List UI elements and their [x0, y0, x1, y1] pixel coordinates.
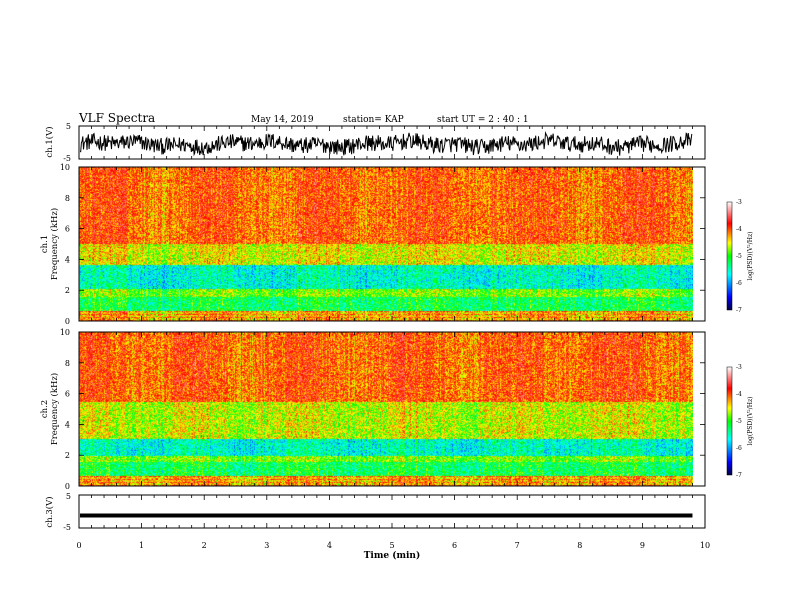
x-tick-label: 8 — [577, 541, 582, 550]
ch2-spectrogram-ytick-label: 6 — [65, 390, 70, 399]
ch1-spectrogram-ytick-label: 10 — [60, 163, 70, 172]
ch1-waveform-panel: 5 -5 ch.1(V) — [44, 122, 706, 163]
x-tick-label: 0 — [76, 541, 81, 550]
ch2-spectrogram-ytick-label: 0 — [65, 482, 70, 491]
ch2-spectrogram-ytick-label: 10 — [60, 328, 70, 337]
ch2-spec-ylabel-frequency: Frequency (kHz) — [49, 373, 60, 445]
ch3-ytick-bottom: -5 — [63, 523, 71, 532]
x-tick-label: 7 — [515, 541, 520, 550]
ch3-waveform-ticks — [78, 495, 706, 528]
x-axis-label: Time (min) — [364, 550, 421, 561]
ch1-ytick-top: 5 — [66, 122, 71, 131]
ch2-spectrogram-ticks — [78, 332, 706, 486]
ch1-colorbar-tick-label: -4 — [736, 226, 742, 233]
ch2-colorbar-tick-label: -4 — [736, 391, 742, 398]
ch2-colorbar-tick-label: -3 — [736, 364, 742, 371]
ch1-spectrogram-ytick-label: 2 — [65, 286, 70, 295]
x-axis-tick-labels: 0 1 2 3 4 5 6 7 8 9 10 — [76, 541, 710, 550]
start-time-label: start UT = 2 : 40 : 1 — [437, 115, 529, 125]
ch1-spectrogram-panel: 0 2 4 6 8 10 ch.1 Frequency (kHz) — [40, 163, 706, 326]
x-tick-label: 6 — [452, 541, 457, 550]
ch1-waveform-line — [79, 131, 693, 157]
ch1-spectrogram-yticks: 0 2 4 6 8 10 — [60, 163, 705, 326]
x-tick-label: 3 — [264, 541, 269, 550]
ch2-colorbar-tick-label: -5 — [736, 418, 742, 425]
ch2-spectrogram-image — [79, 332, 693, 486]
x-tick-label: 9 — [640, 541, 645, 550]
ch1-ylabel: ch.1(V) — [44, 126, 55, 157]
ch2-colorbar-ticks: -3 -4 -5 -6 -7 — [736, 364, 742, 479]
ch2-colorbar-tick-label: -6 — [736, 445, 742, 452]
ch2-spectrogram-ytick-label: 4 — [65, 420, 70, 429]
ch2-spec-ylabel-channel: ch.2 — [40, 400, 50, 418]
ch1-colorbar-tick-label: -7 — [736, 307, 742, 314]
ch1-spectrogram-ytick-label: 4 — [65, 255, 70, 264]
ch2-colorbar-label: log(PSD)(V2/Hz) — [746, 397, 755, 446]
ch1-waveform-ticks — [78, 126, 706, 159]
ch2-colorbar-tick-label: -7 — [736, 472, 742, 479]
ch1-spectrogram-ticks — [78, 167, 706, 321]
ch2-spectrogram-ytick-label: 8 — [65, 359, 70, 368]
ch1-colorbar-gradient — [726, 201, 733, 311]
date-label: May 14, 2019 — [251, 115, 314, 125]
station-label: station= KAP — [343, 115, 404, 125]
ch3-waveform-panel: 5 -5 ch.3(V) — [44, 492, 706, 532]
ch2-colorbar: -3 -4 -5 -6 -7 log(PSD)(V2/Hz) — [726, 364, 755, 479]
ch2-spectrogram-panel: 0 2 4 6 8 10 ch.2 Frequency (kHz) — [40, 328, 706, 491]
figure-title: VLF Spectra — [78, 111, 155, 125]
x-tick-label: 10 — [700, 541, 710, 550]
ch1-colorbar-tick-label: -3 — [736, 199, 742, 206]
x-tick-label: 1 — [139, 541, 144, 550]
ch1-spectrogram-ytick-label: 8 — [65, 194, 70, 203]
ch1-colorbar-tick-label: -5 — [736, 253, 742, 260]
ch1-spec-ylabel-frequency: Frequency (kHz) — [49, 208, 60, 280]
ch1-colorbar-label: log(PSD)(V2/Hz) — [746, 232, 755, 281]
ch1-spectrogram-image — [79, 167, 693, 321]
ch1-spectrogram-ytick-label: 0 — [65, 317, 70, 326]
ch3-ylabel: ch.3(V) — [44, 496, 55, 527]
ch2-colorbar-gradient — [726, 366, 733, 476]
ch2-spectrogram-yticks: 0 2 4 6 8 10 — [60, 328, 705, 491]
ch1-colorbar: -3 -4 -5 -6 -7 log(PSD)(V2/Hz) — [726, 199, 755, 314]
ch1-colorbar-ticks: -3 -4 -5 -6 -7 — [736, 199, 742, 314]
x-tick-label: 4 — [327, 541, 332, 550]
ch2-spectrogram-ytick-label: 2 — [65, 451, 70, 460]
x-tick-label: 2 — [202, 541, 207, 550]
ch1-spectrogram-ytick-label: 6 — [65, 225, 70, 234]
ch1-spec-ylabel-channel: ch.1 — [40, 235, 50, 253]
ch3-ytick-top: 5 — [66, 492, 71, 501]
ch1-ytick-bottom: -5 — [63, 154, 71, 163]
x-tick-label: 5 — [389, 541, 394, 550]
ch1-colorbar-tick-label: -6 — [736, 280, 742, 287]
